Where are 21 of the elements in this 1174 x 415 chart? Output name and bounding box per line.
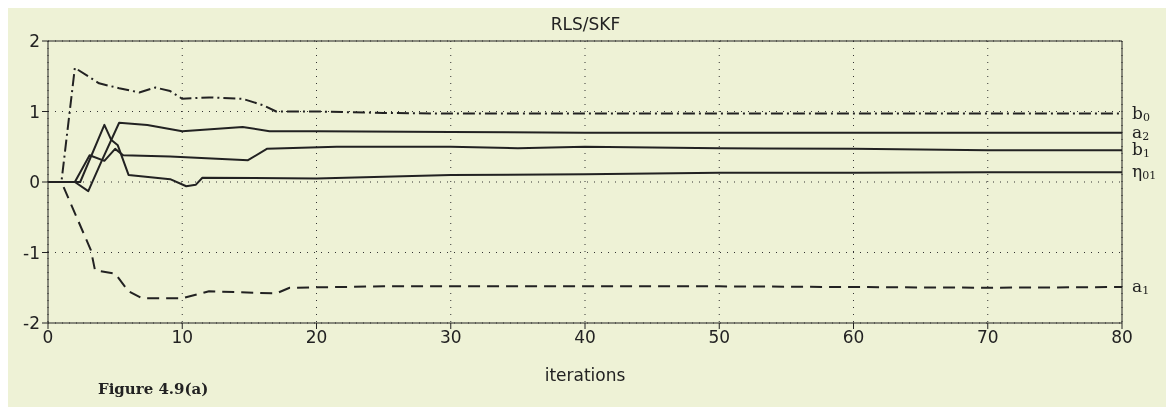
y-tick-label: -1: [23, 242, 40, 263]
chart-title: RLS/SKF: [549, 14, 622, 34]
x-tick-label: 80: [1111, 327, 1133, 348]
x-tick-label: 10: [171, 327, 194, 348]
series-label: b$_{0}$: [1132, 102, 1150, 124]
series-label: η$_{01}$: [1132, 160, 1157, 182]
x-tick-label: 40: [574, 327, 596, 348]
y-tick-label: 0: [29, 172, 40, 193]
series-label: a$_{2}$: [1132, 121, 1150, 143]
x-tick-label: 70: [976, 327, 999, 348]
x-axis-title: iterations: [544, 365, 626, 385]
x-tick-label: 50: [708, 327, 731, 348]
y-tick-label: 2: [29, 31, 40, 52]
x-tick-label: 20: [305, 327, 328, 348]
y-tick-label: -2: [23, 313, 40, 334]
x-tick-label: 60: [842, 327, 865, 348]
x-tick-label: 0: [42, 327, 54, 348]
caption: Figure 4.9(a): [98, 380, 209, 398]
y-tick-label: 1: [29, 101, 40, 122]
series-label: a$_{1}$: [1132, 275, 1150, 297]
x-tick-label: 30: [439, 327, 462, 348]
